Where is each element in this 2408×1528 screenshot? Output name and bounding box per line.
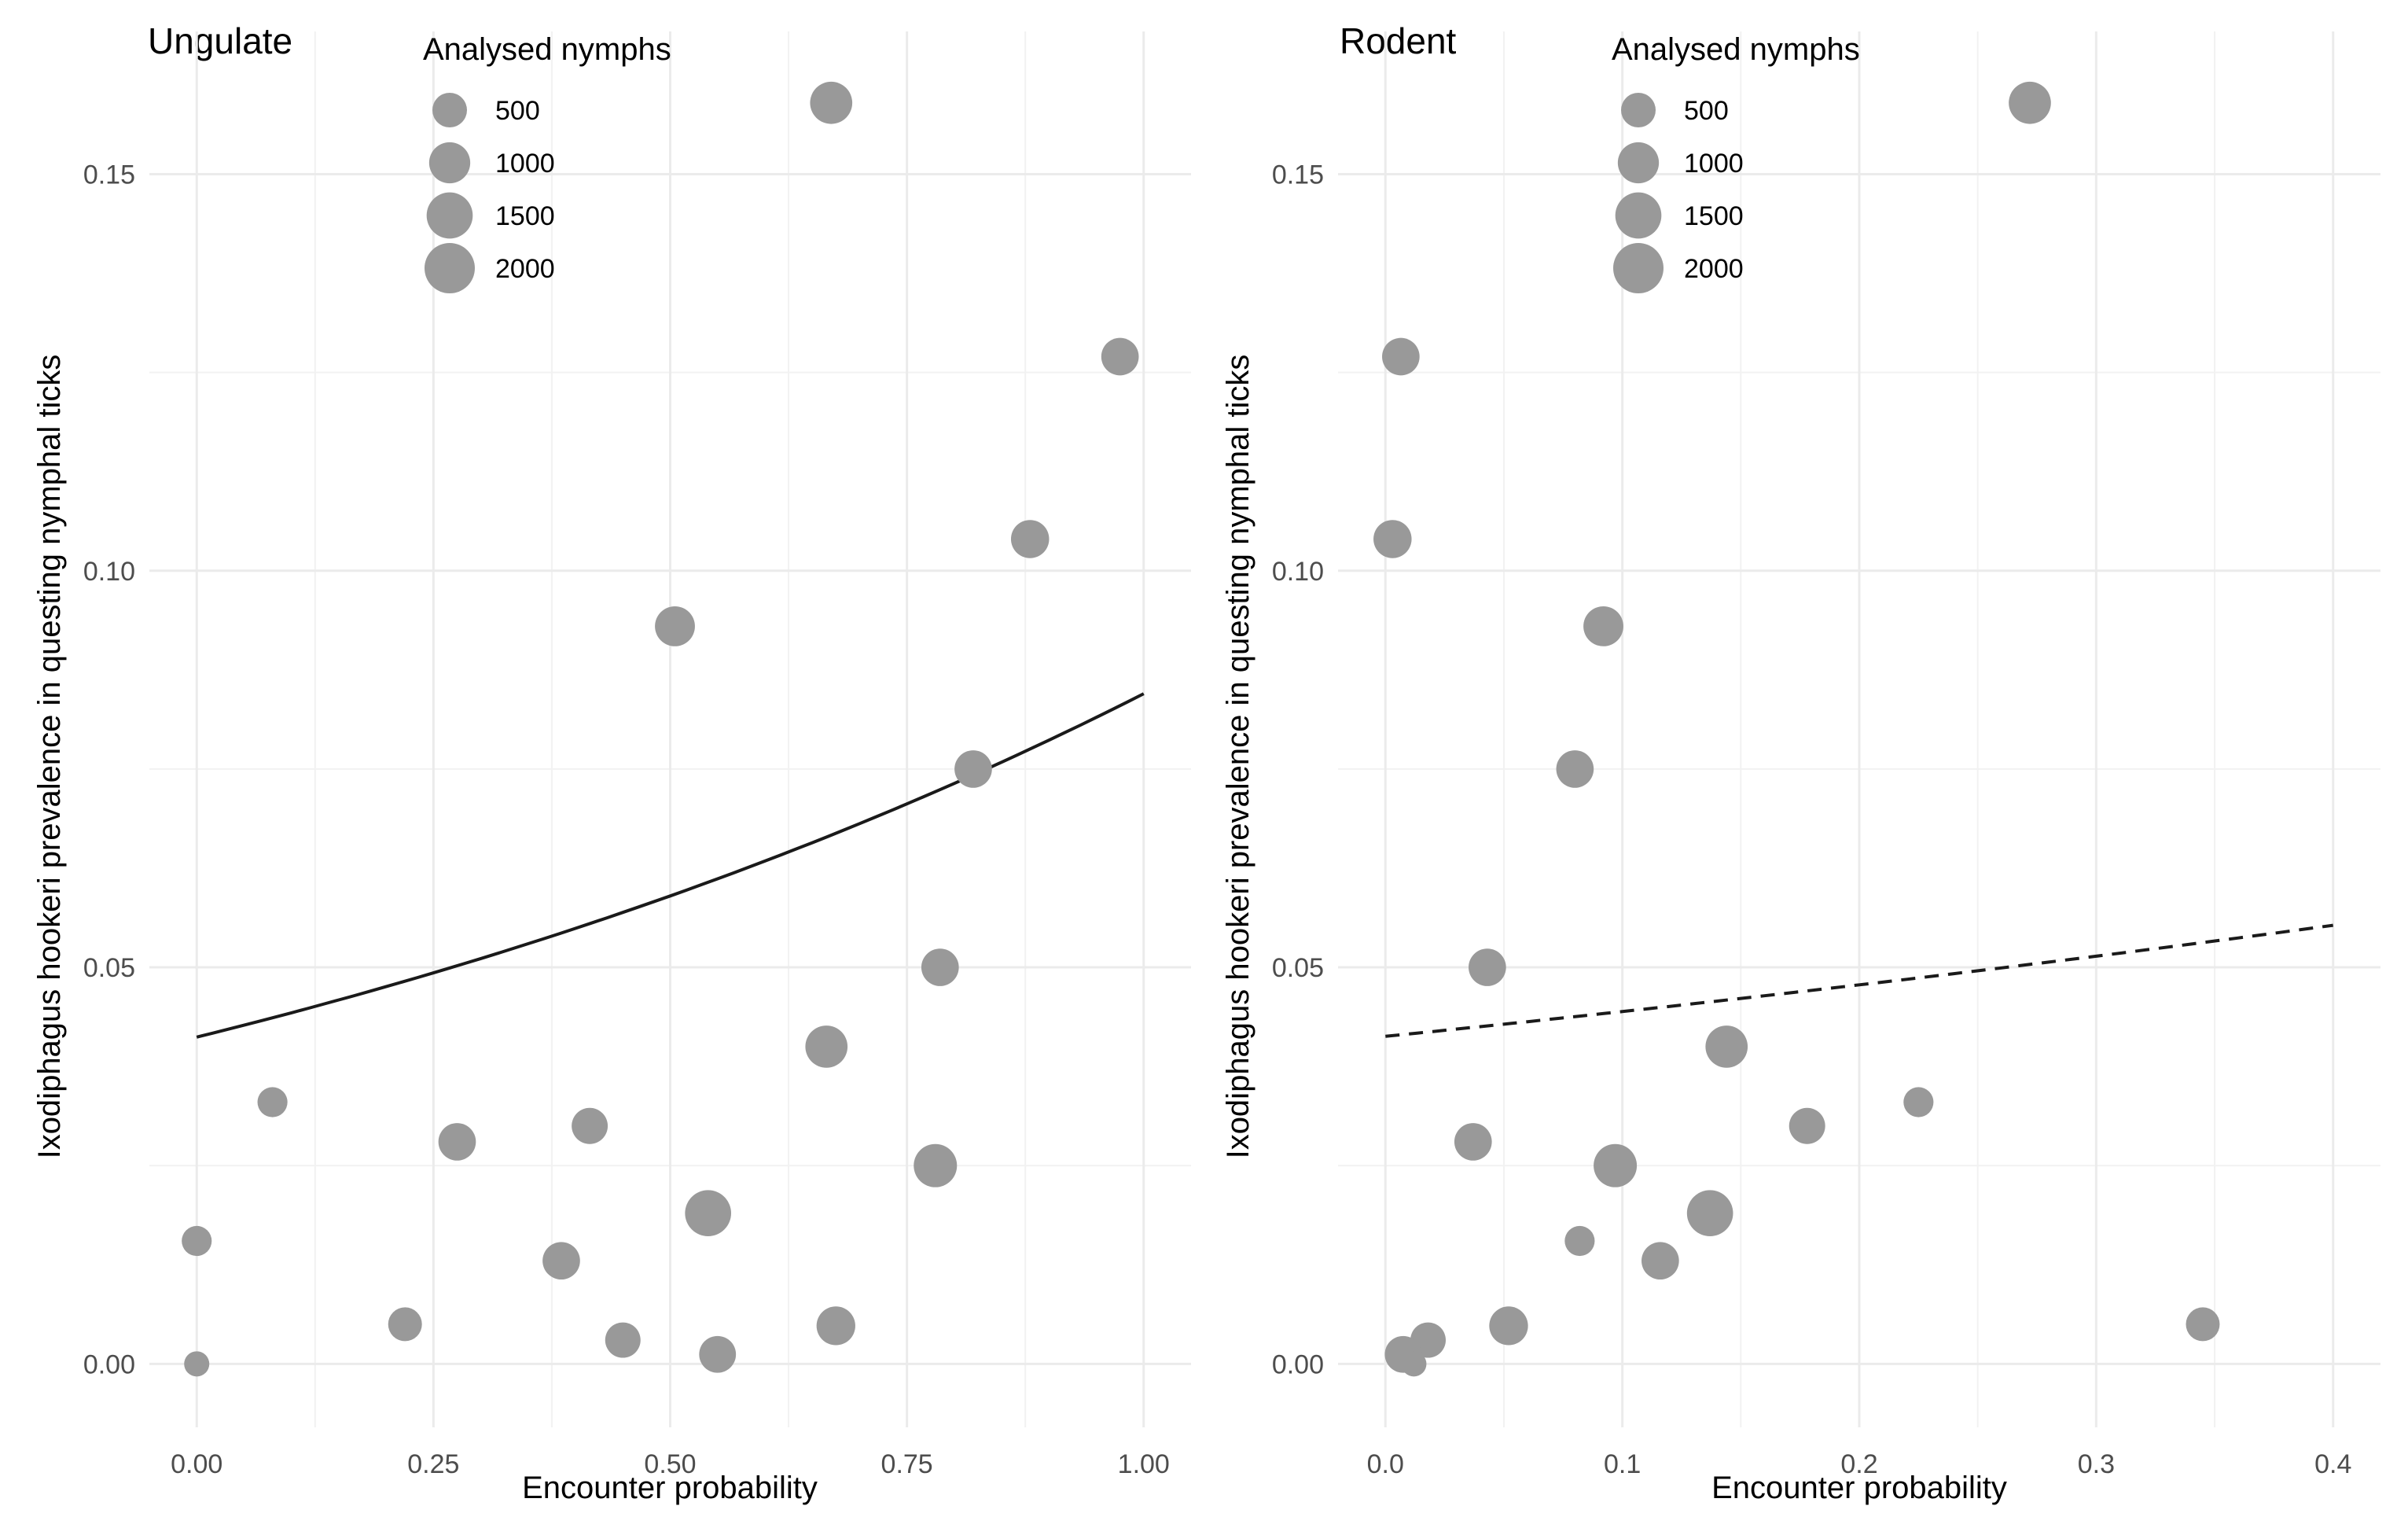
panel-title: Rodent <box>1340 20 1457 61</box>
x-axis-label: Encounter probability <box>1711 1471 2007 1505</box>
size-legend: Analysed nymphs 500 1000 1500 2000 <box>423 32 671 293</box>
legend-label: 1500 <box>495 201 555 231</box>
data-point <box>1101 337 1139 376</box>
y-tick-labels: 0.00 0.05 0.10 0.15 <box>83 160 135 1380</box>
y-tick-label: 0.10 <box>83 557 135 587</box>
data-point <box>1641 1242 1679 1280</box>
legend-label: 1500 <box>1684 201 1744 231</box>
legend-label: 2000 <box>1684 254 1744 284</box>
legend-key-circle <box>428 142 471 184</box>
data-point <box>1382 337 1420 376</box>
legend-key-circle <box>1621 93 1656 127</box>
data-point <box>805 1025 848 1068</box>
data-point <box>572 1107 608 1144</box>
x-tick-labels: 0.0 0.1 0.2 0.3 0.4 <box>1367 1449 2352 1479</box>
x-tick-label: 0.0 <box>1367 1449 1404 1479</box>
fit-line <box>1385 923 2333 1038</box>
data-point <box>184 1351 210 1377</box>
data-point <box>914 1143 958 1187</box>
x-tick-label: 0.2 <box>1840 1449 1877 1479</box>
legend-key-circle <box>1615 192 1662 239</box>
points-layer <box>1373 81 2220 1377</box>
data-point <box>1583 606 1623 646</box>
data-point <box>1903 1087 1934 1117</box>
data-point <box>921 948 959 986</box>
data-point <box>1789 1107 1825 1144</box>
data-point <box>182 1225 212 1257</box>
data-point <box>1705 1025 1748 1068</box>
y-tick-label: 0.00 <box>1272 1349 1324 1379</box>
data-point <box>1564 1225 1595 1257</box>
data-point <box>388 1307 422 1342</box>
data-point <box>810 81 853 124</box>
legend-label: 500 <box>495 96 540 126</box>
ungulate-panel: Ungulate 0.000.050.100.15 0.00 0.25 0.50 0.… <box>32 20 1191 1505</box>
fit-line-layer <box>1385 923 2333 1038</box>
x-tick-label: 0.25 <box>407 1449 459 1479</box>
legend-key-circle <box>432 93 467 127</box>
legend-key-circle <box>425 243 475 293</box>
data-point <box>542 1242 580 1280</box>
size-legend: Analysed nymphs 500 1000 1500 2000 <box>1612 32 1860 293</box>
y-tick-label: 0.05 <box>1272 953 1324 983</box>
data-point <box>1454 1123 1492 1161</box>
data-point <box>2186 1307 2220 1342</box>
legend-label: 2000 <box>495 254 555 284</box>
x-axis-label: Encounter probability <box>522 1471 818 1505</box>
legend-label: 1000 <box>1684 149 1744 179</box>
data-point <box>1489 1306 1528 1346</box>
data-point <box>605 1322 641 1358</box>
legend-key-circle <box>1617 142 1660 184</box>
legend-items: 500 1000 1500 2000 <box>425 93 555 293</box>
y-axis-label: Ixodiphagus hookeri prevalence in questi… <box>32 355 67 1159</box>
grid-lines <box>149 31 1191 1427</box>
x-tick-label: 0.1 <box>1604 1449 1641 1479</box>
data-point <box>1686 1190 1733 1237</box>
data-point <box>438 1123 476 1161</box>
panel-title: Ungulate <box>148 20 292 61</box>
legend-title: Analysed nymphs <box>423 32 671 67</box>
x-tick-label: 0.3 <box>2078 1449 2115 1479</box>
x-tick-label: 0.50 <box>644 1449 696 1479</box>
x-tick-label: 0.75 <box>881 1449 933 1479</box>
y-tick-label: 0.15 <box>1272 160 1324 190</box>
data-point <box>685 1190 732 1237</box>
data-point <box>954 750 992 788</box>
legend-items: 500 1000 1500 2000 <box>1613 93 1744 293</box>
data-point <box>1401 1351 1427 1377</box>
x-tick-label: 0.4 <box>2314 1449 2351 1479</box>
y-tick-label: 0.00 <box>83 1349 135 1379</box>
legend-label: 500 <box>1684 96 1729 126</box>
data-point <box>2009 81 2051 124</box>
legend-key-circle <box>426 192 473 239</box>
y-tick-labels: 0.00 0.05 0.10 0.15 <box>1272 160 1324 1380</box>
data-point <box>655 606 695 646</box>
data-point <box>1010 520 1050 558</box>
data-point <box>1594 1143 1638 1187</box>
data-point <box>816 1306 855 1346</box>
legend-key-circle <box>1613 243 1664 293</box>
rodent-panel: Rodent 0.000.050.100.15 0.0 0.1 0.2 0.3 0.4 … <box>1221 20 2380 1505</box>
grid-lines <box>1338 31 2380 1427</box>
data-point <box>257 1087 288 1117</box>
legend-label: 1000 <box>495 149 555 179</box>
legend-title: Analysed nymphs <box>1612 32 1860 67</box>
y-axis-label: Ixodiphagus hookeri prevalence in questi… <box>1221 355 1255 1159</box>
y-tick-label: 0.05 <box>83 953 135 983</box>
y-tick-label: 0.10 <box>1272 557 1324 587</box>
x-tick-labels: 0.00 0.25 0.50 0.75 1.00 <box>171 1449 1170 1479</box>
data-point <box>1373 520 1412 558</box>
data-point <box>1556 750 1594 788</box>
x-tick-label: 0.00 <box>171 1449 222 1479</box>
data-point <box>1469 948 1506 986</box>
data-point <box>699 1335 737 1373</box>
y-tick-label: 0.15 <box>83 160 135 190</box>
points-layer <box>182 81 1139 1377</box>
x-tick-label: 1.00 <box>1118 1449 1170 1479</box>
